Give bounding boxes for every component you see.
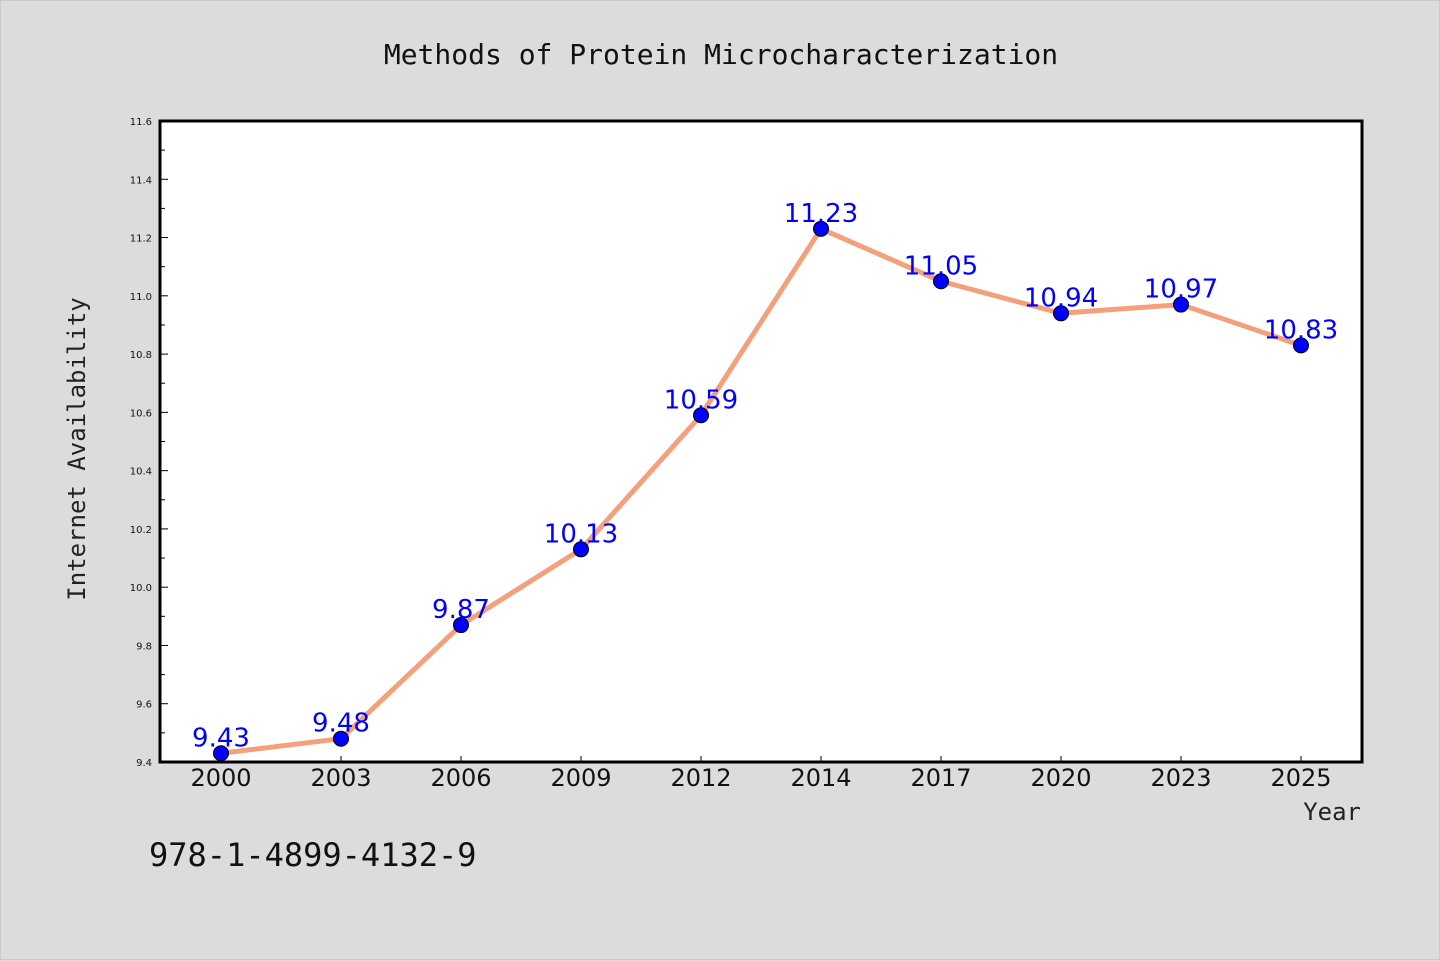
footer-isbn-text: 978-1-4899-4132-9 (149, 836, 477, 874)
y-tick-label: 9.6 (136, 700, 152, 711)
data-value-label: 9.43 (192, 723, 250, 753)
y-tick-label: 9.4 (136, 758, 152, 769)
y-tick-label: 10.2 (130, 525, 152, 536)
y-tick-label: 11.0 (130, 292, 152, 303)
y-tick-label: 10.6 (130, 408, 152, 419)
x-tick-label: 2000 (190, 764, 251, 792)
data-value-label: 9.48 (312, 709, 370, 739)
y-tick-label: 11.4 (130, 175, 152, 186)
data-point-marker (1293, 337, 1309, 354)
x-tick-label: 2017 (910, 764, 971, 792)
x-tick-label: 2023 (1150, 764, 1211, 792)
y-tick-label: 11.6 (130, 117, 152, 128)
data-value-label: 11.05 (904, 251, 978, 281)
x-tick-label: 2006 (430, 764, 491, 792)
y-tick-label: 9.8 (136, 641, 152, 652)
data-point-marker (453, 617, 469, 634)
x-axis-label: Year (1303, 798, 1361, 826)
x-tick-label: 2025 (1270, 764, 1331, 792)
data-value-label: 9.87 (432, 595, 490, 625)
y-axis-label: Internet Availability (63, 297, 91, 600)
series-layer (213, 220, 1309, 762)
data-point-marker (573, 541, 589, 558)
data-value-label: 10.59 (664, 385, 738, 415)
data-point-marker (693, 407, 709, 424)
data-point-marker (1173, 296, 1189, 313)
x-tick-label: 2009 (550, 764, 611, 792)
x-tick-label: 2020 (1030, 764, 1091, 792)
data-value-label: 10.94 (1024, 283, 1098, 313)
plot-area (158, 119, 1364, 764)
y-axis-ticks: 9.4 9.6 9.8 10.0 10.2 10.4 10.6 10.8 11.0 11.2 11.… (130, 117, 168, 769)
data-point-marker (333, 730, 349, 747)
data-value-label: 10.97 (1144, 275, 1218, 305)
y-tick-label: 10.8 (130, 350, 152, 361)
x-tick-label: 2012 (670, 764, 731, 792)
data-point-marker (1053, 305, 1069, 322)
x-tick-label: 2014 (790, 764, 851, 792)
data-value-label: 10.13 (544, 519, 618, 549)
y-tick-label: 11.2 (130, 234, 152, 245)
series-line (218, 226, 1304, 756)
chart-title: Methods of Protein Microcharacterization (384, 38, 1058, 71)
y-tick-label: 10.0 (130, 583, 152, 594)
data-point-marker (933, 273, 949, 290)
data-point-marker (213, 745, 229, 762)
x-tick-label: 2003 (310, 764, 371, 792)
y-tick-label: 10.4 (130, 467, 152, 478)
data-labels-layer: 9.43 9.48 9.87 10.13 10.59 11.23 11.05 10.94 10.… (192, 199, 1338, 753)
data-value-label: 10.83 (1264, 315, 1338, 345)
data-point-marker (813, 220, 829, 237)
data-value-label: 11.23 (784, 199, 858, 229)
x-axis-ticks: 2000 2003 2006 2009 2012 2014 2017 2020 2023 2025 (190, 756, 1332, 792)
